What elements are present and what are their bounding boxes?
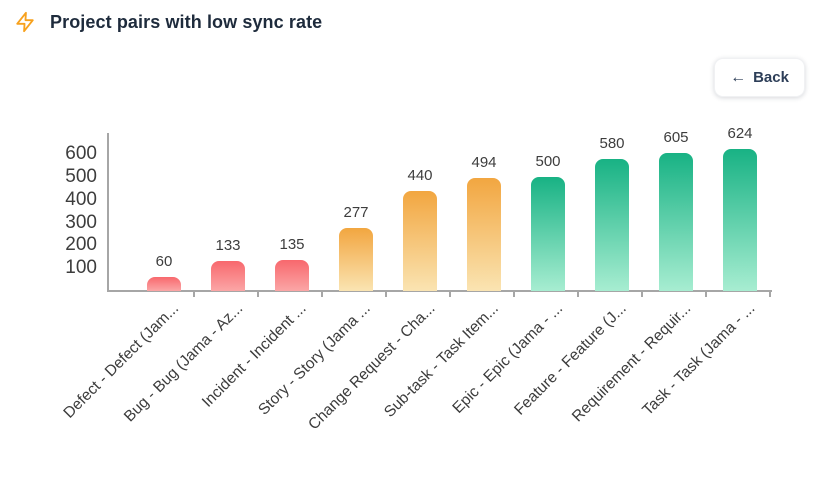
bar[interactable] <box>723 149 757 291</box>
bar-value-label: 277 <box>343 204 369 221</box>
y-axis-tick-label: 200 <box>65 234 97 256</box>
x-axis-tick <box>513 292 515 297</box>
x-axis-tick <box>577 292 579 297</box>
bar-value-label: 494 <box>471 154 497 171</box>
x-axis-label: Sub-task - Task Item... <box>381 300 503 421</box>
bar[interactable] <box>211 261 245 291</box>
x-axis-tick <box>769 292 771 297</box>
y-axis-line <box>107 133 109 292</box>
y-axis-tick-label: 400 <box>65 188 97 210</box>
x-axis-tick <box>705 292 707 297</box>
bar[interactable] <box>147 277 181 291</box>
y-axis-tick-label: 500 <box>65 166 97 187</box>
x-axis-label: Task - Task (Jama - ... <box>639 300 759 420</box>
bar-value-label: 605 <box>663 129 689 146</box>
x-axis-label: Requirement - Requir... <box>568 300 695 426</box>
back-button-label: Back <box>753 69 789 86</box>
lightning-icon <box>16 11 34 33</box>
x-axis-tick <box>641 292 643 297</box>
back-button[interactable]: ← Back <box>714 58 805 97</box>
x-axis-line <box>107 290 772 292</box>
x-axis-tick <box>385 292 387 297</box>
bar[interactable] <box>339 228 373 291</box>
bar-value-label: 500 <box>535 153 561 170</box>
bar-value-label: 135 <box>279 236 305 253</box>
x-axis-tick <box>257 292 259 297</box>
y-axis-tick-label: 300 <box>65 211 97 233</box>
bar[interactable] <box>467 178 501 291</box>
x-axis-label: Epic - Epic (Jama - ... <box>449 300 567 417</box>
x-axis-label: Change Request - Cha... <box>304 300 439 434</box>
x-axis-label: Story - Story (Jama ... <box>255 300 375 419</box>
bar[interactable] <box>275 260 309 291</box>
y-axis-tick-label: 100 <box>65 257 97 279</box>
bar-value-label: 133 <box>215 237 241 254</box>
x-axis-tick <box>321 292 323 297</box>
bar[interactable] <box>531 177 565 291</box>
x-axis-label: Feature - Feature (J... <box>511 300 631 419</box>
x-axis-label: Defect - Defect (Jam... <box>60 300 183 422</box>
page-title: Project pairs with low sync rate <box>50 11 323 32</box>
bar-value-label: 440 <box>407 167 433 184</box>
bar-value-label: 624 <box>727 125 753 142</box>
chart-header: Project pairs with low sync rate <box>14 11 322 33</box>
bar-value-label: 60 <box>155 253 173 270</box>
bar[interactable] <box>403 191 437 291</box>
x-axis-tick <box>193 292 195 297</box>
bar[interactable] <box>659 153 693 291</box>
back-arrow-icon: ← <box>730 68 747 86</box>
bar[interactable] <box>595 159 629 291</box>
x-axis-label: Bug - Bug (Jama - Az... <box>120 300 247 426</box>
x-axis-tick <box>449 292 451 297</box>
y-axis-tick-label: 600 <box>65 143 97 165</box>
bar-value-label: 580 <box>599 135 625 152</box>
